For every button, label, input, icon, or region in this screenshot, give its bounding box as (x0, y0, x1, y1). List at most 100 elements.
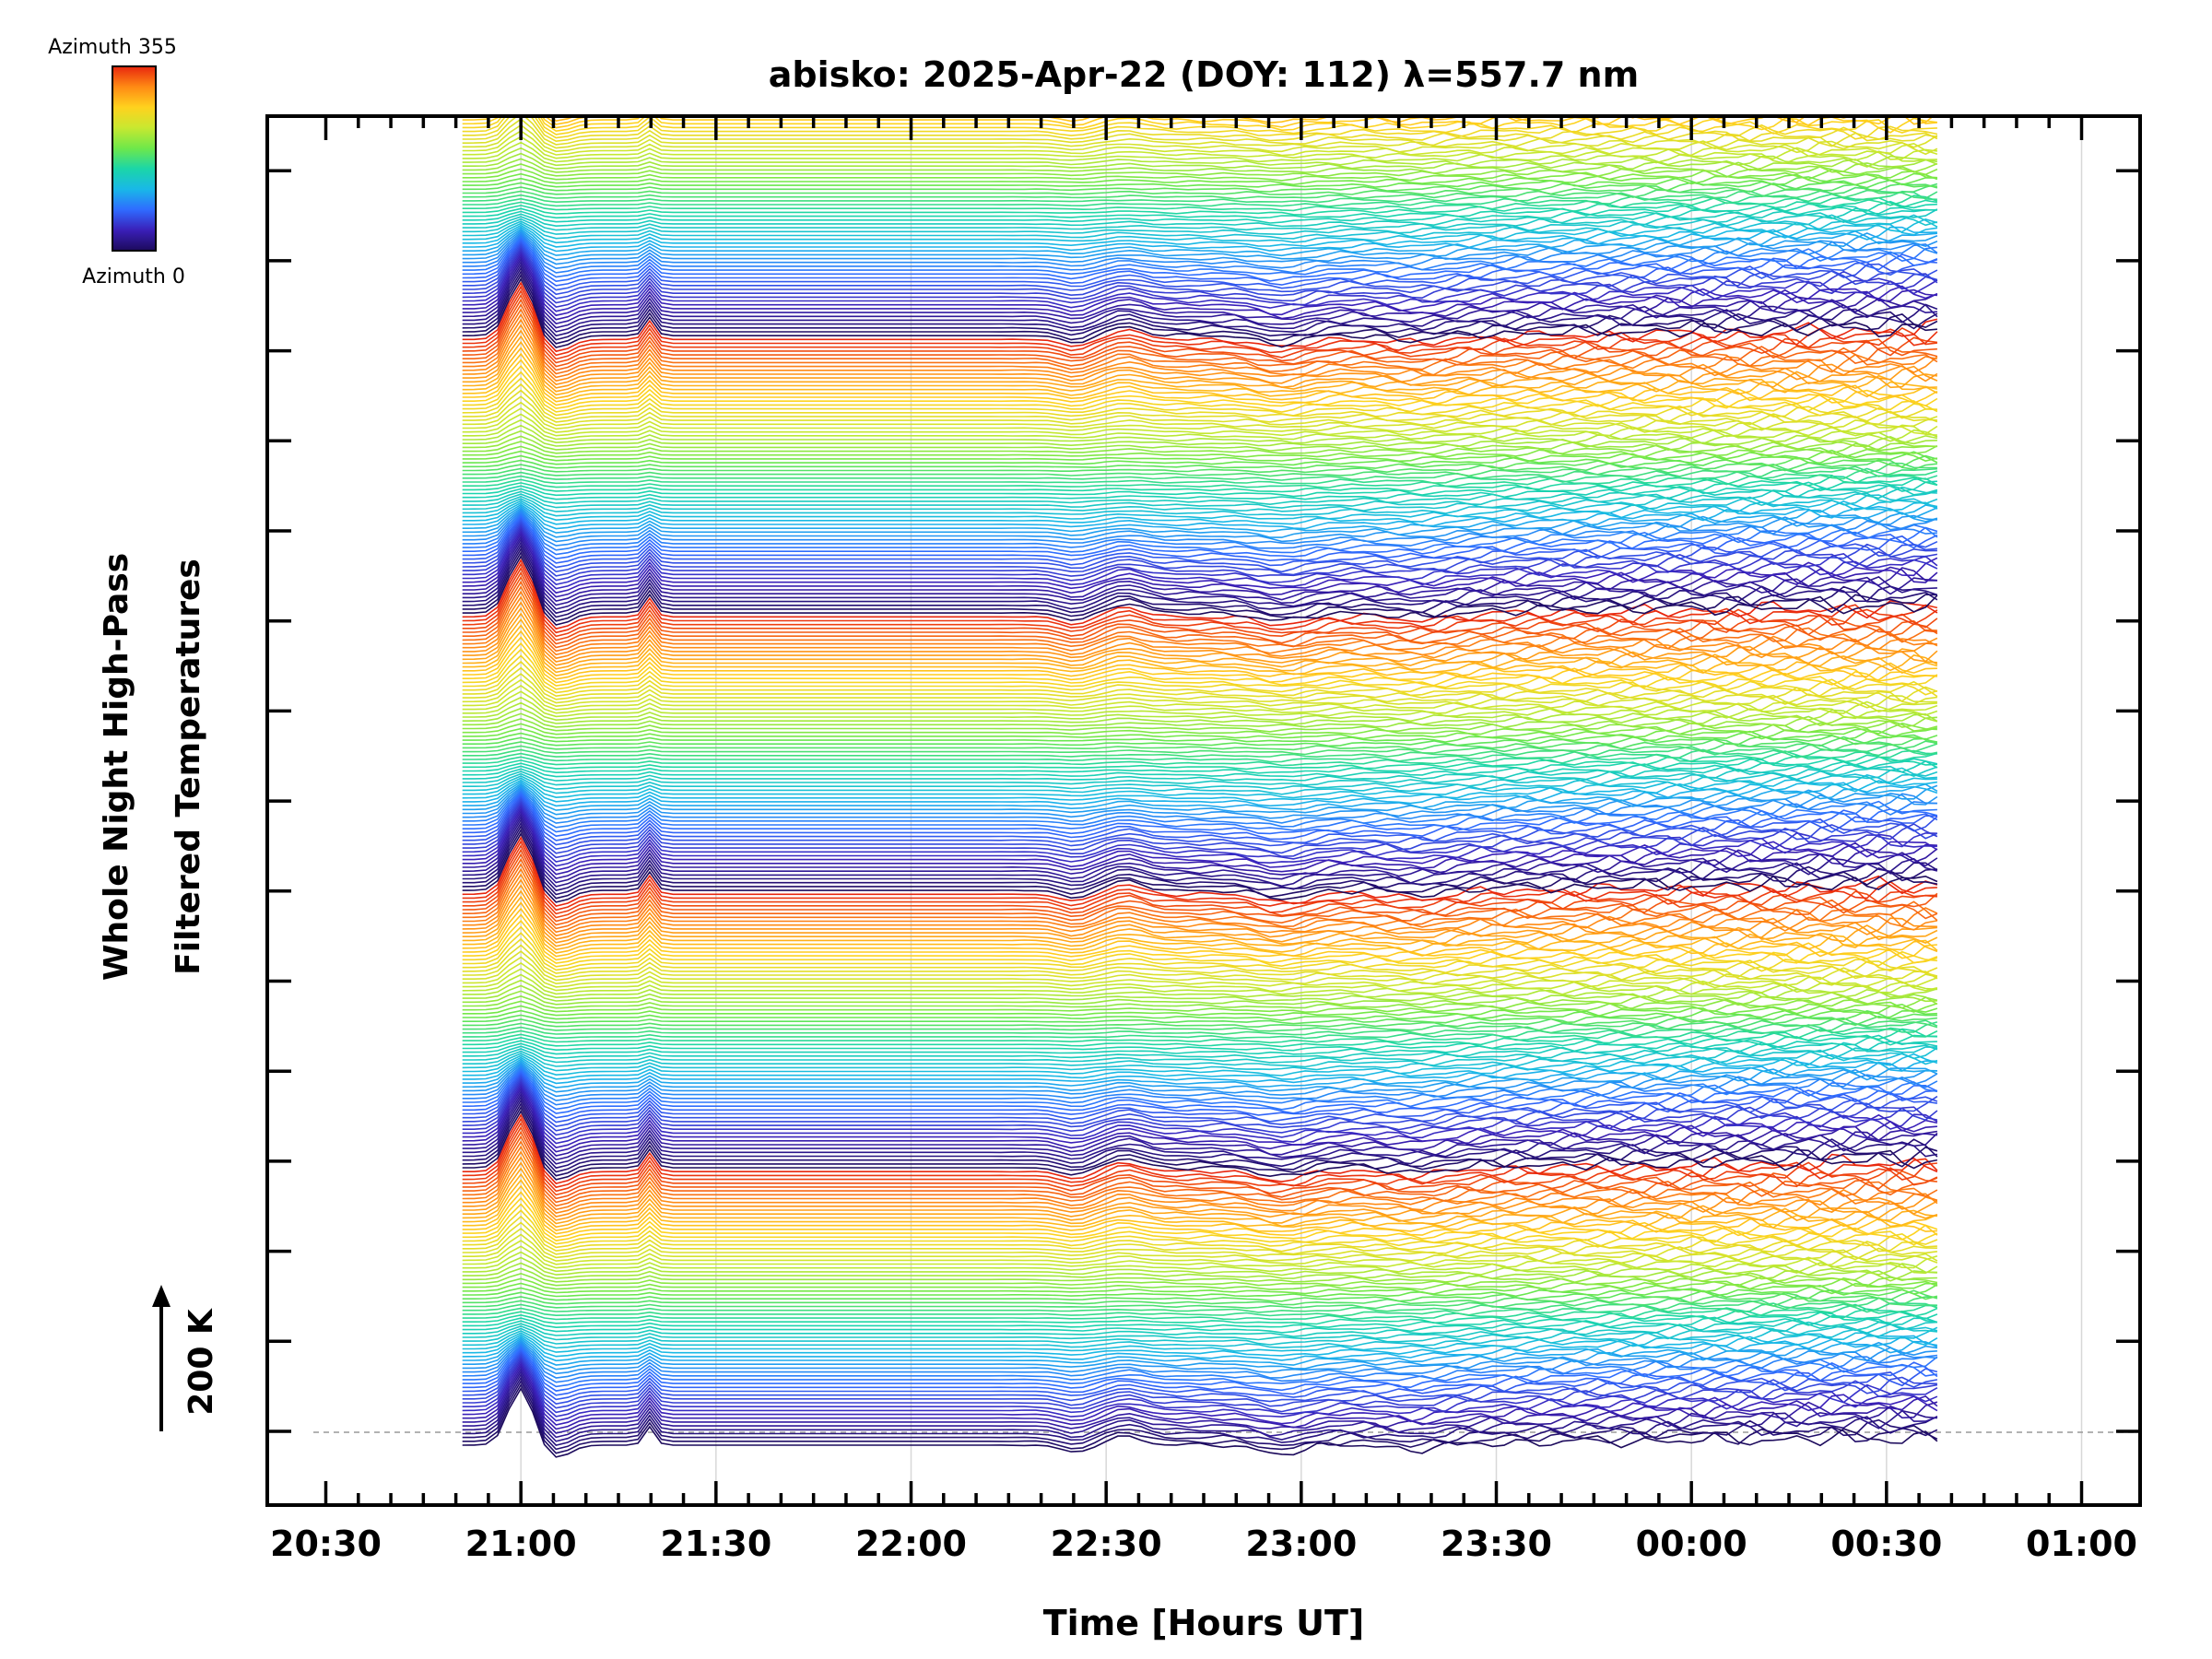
trace-line (462, 359, 1938, 406)
trace-line (462, 1339, 1938, 1371)
trace-line (462, 1310, 1938, 1329)
trace-line (462, 189, 1938, 204)
trace-line (462, 878, 1937, 940)
trace-line (462, 1215, 1937, 1253)
trace-line (462, 1367, 1938, 1434)
trace-line (462, 566, 1938, 638)
trace-line (462, 418, 1938, 442)
trace-line (462, 740, 1938, 756)
trace-line (462, 1125, 1938, 1196)
trace-line (462, 555, 1938, 626)
traces (462, 116, 1938, 1458)
trace-line (462, 347, 1938, 399)
trace-line (462, 786, 1938, 820)
trace-line (462, 1184, 1937, 1235)
trace-line (462, 352, 1938, 403)
trace-line (462, 547, 1938, 618)
x-tick-labels: 20:30 21:00 21:30 22:00 22:30 23:00 23:30 00:00… (270, 1524, 2137, 1564)
trace-line (462, 1099, 1938, 1170)
trace-line (462, 1326, 1938, 1349)
trace-line (462, 1354, 1937, 1409)
x-tick-label: 01:00 (2026, 1524, 2137, 1564)
trace-line (462, 1065, 1938, 1101)
trace-line (462, 1341, 1937, 1375)
trace-line (462, 179, 1937, 193)
trace-line (462, 889, 1938, 947)
trace-line (462, 1073, 1938, 1124)
trace-line (462, 654, 1938, 696)
trace-line (462, 289, 1937, 360)
trace-line (462, 273, 1938, 345)
trace-line (462, 1307, 1938, 1325)
trace-line (462, 324, 1938, 385)
trace-line (462, 135, 1937, 160)
trace-line (462, 541, 1937, 610)
trace-line (462, 730, 1938, 743)
trace-line (462, 1203, 1938, 1246)
trace-line (462, 1041, 1938, 1064)
trace-line (462, 1034, 1937, 1052)
trace-line (462, 1008, 1937, 1021)
trace-line (462, 241, 1938, 291)
trace-line (462, 524, 1938, 582)
trace-line (462, 641, 1937, 687)
trace-line (462, 1342, 1937, 1379)
trace-line (462, 1000, 1938, 1014)
trace-line (462, 1053, 1938, 1080)
trace-line (462, 1140, 1938, 1207)
trace-line (462, 194, 1938, 212)
x-tick-label: 22:30 (1051, 1524, 1162, 1564)
trace-line (462, 522, 1937, 577)
trace-line (462, 580, 1938, 649)
scale-bar-label: 200 K (182, 1308, 220, 1416)
trace-line (462, 1382, 1938, 1454)
trace-line (462, 435, 1937, 452)
trace-line (462, 1251, 1938, 1275)
trace-line (462, 520, 1937, 573)
trace-line (462, 901, 1938, 954)
trace-line (462, 130, 1938, 158)
trace-line (462, 735, 1938, 751)
trace-line (462, 550, 1937, 622)
trace-line (462, 559, 1938, 630)
trace-line (462, 490, 1938, 512)
trace-line (462, 794, 1938, 841)
trace-line (462, 465, 1937, 481)
trace-line (462, 124, 1938, 156)
trace-line (462, 1095, 1938, 1165)
x-tick-label: 23:30 (1441, 1524, 1552, 1564)
trace-line (462, 1335, 1938, 1362)
trace-line (462, 172, 1938, 186)
trace-line (462, 1191, 1938, 1239)
trace-line (462, 1167, 1938, 1225)
trace-line (462, 760, 1938, 782)
trace-line (462, 1326, 1938, 1353)
trace-line (462, 382, 1937, 420)
trace-line (462, 264, 1938, 333)
trace-line (462, 984, 1937, 1004)
trace-line (462, 512, 1937, 551)
trace-line (462, 205, 1937, 224)
trace-line (462, 214, 1938, 240)
x-tick-label: 23:00 (1245, 1524, 1357, 1564)
trace-line (462, 807, 1938, 871)
trace-line (462, 494, 1938, 517)
trace-line (462, 1267, 1937, 1284)
trace-line (462, 1075, 1938, 1127)
trace-line (462, 518, 1938, 569)
trace-line (462, 214, 1938, 236)
trace-line (462, 451, 1938, 466)
trace-line (462, 1356, 1938, 1414)
trace-line (462, 190, 1937, 207)
trace-line (462, 1130, 1937, 1200)
trace-line (462, 1003, 1938, 1018)
trace-line (462, 1289, 1938, 1306)
trace-line (462, 606, 1938, 666)
chart-title: abisko: 2025-Apr-22 (DOY: 112) λ=557.7 n… (769, 54, 1639, 95)
x-tick-label: 00:30 (1830, 1524, 1942, 1564)
trace-line (462, 514, 1938, 560)
trace-line (462, 950, 1938, 982)
trace-line (462, 401, 1938, 431)
trace-line (462, 530, 1938, 594)
trace-line (462, 707, 1938, 727)
